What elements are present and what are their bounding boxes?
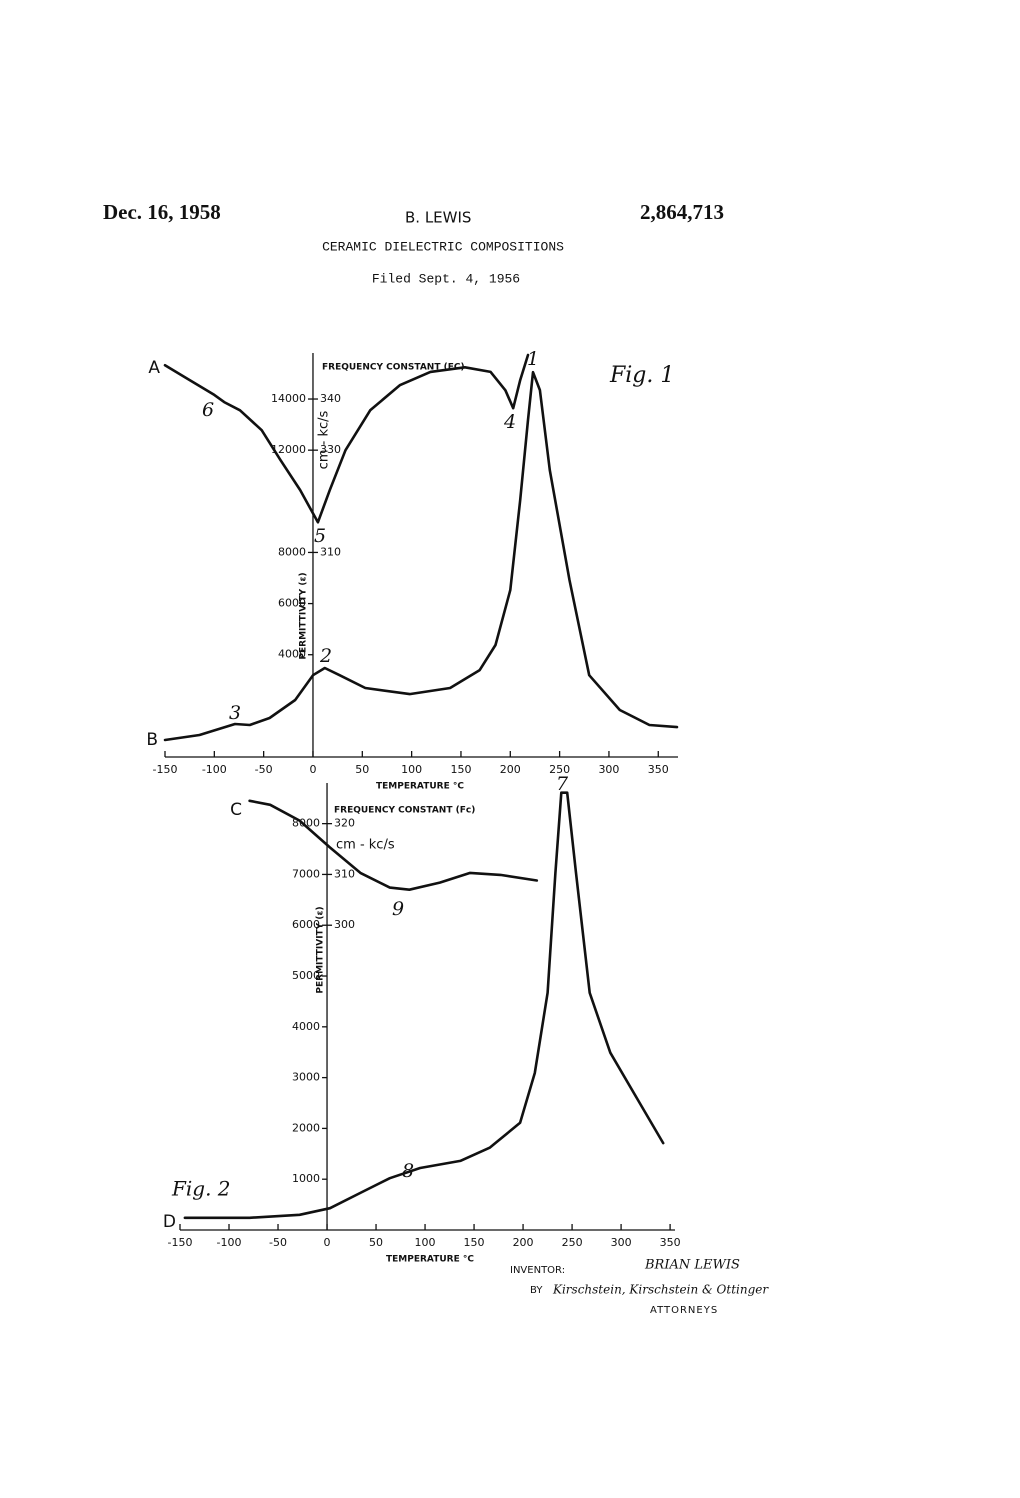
figure-title: Fig. 2 <box>171 1177 231 1201</box>
x-tick-label: -100 <box>217 1236 242 1249</box>
attorney-signature: Kirschstein, Kirschstein & Ottinger <box>552 1283 769 1297</box>
x-tick-label: 100 <box>415 1236 436 1249</box>
y-tick-label: 7000 <box>292 867 320 880</box>
x-axis-label: TEMPERATURE °C <box>376 782 464 792</box>
x-tick-label: -50 <box>255 763 273 776</box>
y2-tick-label: 310 <box>320 545 341 558</box>
x-tick-label: 350 <box>648 763 669 776</box>
annotation: 1 <box>527 348 539 370</box>
x-tick-label: -150 <box>168 1236 193 1249</box>
x-tick-label: 300 <box>611 1236 632 1249</box>
x-tick-label: 200 <box>500 763 521 776</box>
y-tick-label: 2000 <box>292 1121 320 1134</box>
y-axis-label: PERMITTIVITY (ε) <box>299 572 309 659</box>
x-axis-label: TEMPERATURE °C <box>386 1255 474 1265</box>
x-tick-label: -150 <box>153 763 178 776</box>
curve-name: B <box>146 730 158 750</box>
y2-tick-label: 320 <box>334 817 355 830</box>
annotation: 4 <box>503 411 516 433</box>
by-label: BY <box>530 1285 543 1296</box>
y-tick-label: 4000 <box>278 648 306 661</box>
annotation: 6 <box>202 399 214 421</box>
x-tick-label: 200 <box>513 1236 534 1249</box>
y2-tick-label: 330 <box>320 443 341 456</box>
y2-axis-label: FREQUENCY CONSTANT (FC) <box>322 363 465 373</box>
title: CERAMIC DIELECTRIC COMPOSITIONS <box>322 239 564 254</box>
x-tick-label: -50 <box>269 1236 287 1249</box>
x-tick-label: 150 <box>464 1236 485 1249</box>
curve <box>183 791 665 1220</box>
y2-tick-label: 340 <box>320 392 341 405</box>
x-tick-label: 100 <box>401 763 422 776</box>
x-tick-label: 50 <box>355 763 369 776</box>
x-tick-label: 0 <box>324 1236 331 1249</box>
y-axis-label: PERMITTIVITY (ε) <box>316 906 326 993</box>
inventor-label: INVENTOR: <box>510 1265 565 1276</box>
curve <box>163 370 679 742</box>
y-tick-label: 6000 <box>278 597 306 610</box>
y-tick-label: 4000 <box>292 1020 320 1033</box>
annotation: 5 <box>314 525 326 547</box>
y-tick-label: 3000 <box>292 1071 320 1084</box>
y2-axis-label: FREQUENCY CONSTANT (Fc) <box>334 806 475 816</box>
x-tick-label: 300 <box>598 763 619 776</box>
x-tick-label: -100 <box>202 763 227 776</box>
x-tick-label: 250 <box>562 1236 583 1249</box>
curve-name: A <box>148 358 160 378</box>
annotation: 2 <box>319 645 332 667</box>
annotation: 8 <box>402 1160 414 1182</box>
x-tick-label: 50 <box>369 1236 383 1249</box>
annotation: 9 <box>392 898 404 920</box>
attorneys-label: ATTORNEYS <box>650 1305 718 1316</box>
inventor: B. LEWIS <box>405 209 471 227</box>
patent-number: 2,864,713 <box>640 200 724 224</box>
x-tick-label: 350 <box>660 1236 681 1249</box>
x-tick-label: 150 <box>450 763 471 776</box>
date: Dec. 16, 1958 <box>103 200 221 224</box>
y2-tick-label: 300 <box>334 918 355 931</box>
annotation: 7 <box>556 773 569 795</box>
y-tick-label: 12000 <box>271 443 306 456</box>
inventor-signature: BRIAN LEWIS <box>644 1258 740 1273</box>
curve-name: D <box>163 1212 176 1232</box>
y-tick-label: 14000 <box>271 392 306 405</box>
y-tick-label: 5000 <box>292 969 320 982</box>
curve-name: C <box>230 800 242 820</box>
curve <box>248 799 539 891</box>
annotation: 3 <box>229 702 241 724</box>
x-tick-label: 250 <box>549 763 570 776</box>
y-tick-label: 6000 <box>292 918 320 931</box>
y-tick-label: 8000 <box>278 545 306 558</box>
figure-title: Fig. 1 <box>609 363 674 388</box>
y-tick-label: 1000 <box>292 1172 320 1185</box>
y2-unit: cm - kc/s <box>317 410 332 469</box>
y2-unit: cm - kc/s <box>336 838 395 853</box>
filed: Filed Sept. 4, 1956 <box>372 271 520 286</box>
y2-tick-label: 310 <box>334 867 355 880</box>
curve <box>163 353 530 524</box>
x-tick-label: 0 <box>309 763 316 776</box>
